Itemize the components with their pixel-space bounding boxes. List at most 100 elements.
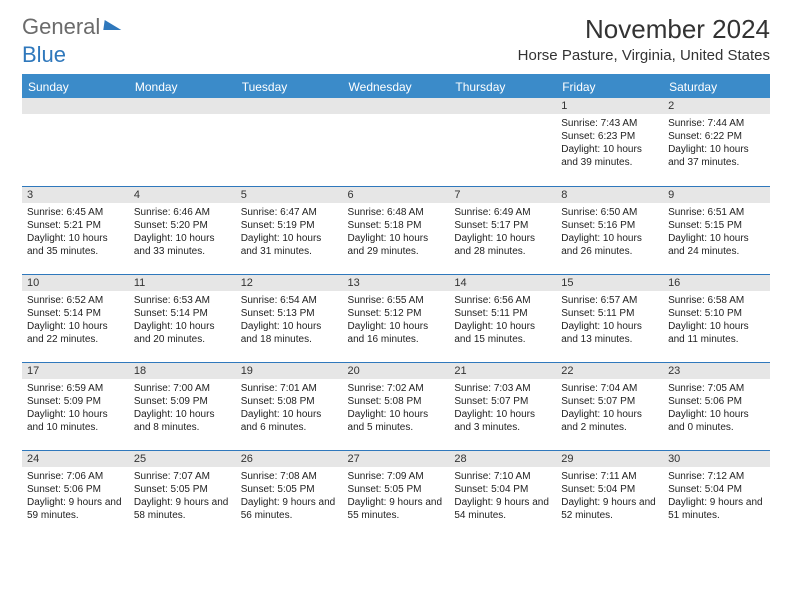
sunset-text: Sunset: 5:06 PM (668, 395, 765, 408)
sunset-text: Sunset: 5:08 PM (241, 395, 338, 408)
sunset-text: Sunset: 5:05 PM (241, 483, 338, 496)
calendar-day-cell: 11Sunrise: 6:53 AMSunset: 5:14 PMDayligh… (129, 274, 236, 362)
calendar-empty-cell (22, 98, 129, 186)
sunset-text: Sunset: 5:07 PM (454, 395, 551, 408)
day-number: 25 (129, 451, 236, 467)
day-details: Sunrise: 7:08 AMSunset: 5:05 PMDaylight:… (236, 467, 343, 524)
day-details: Sunrise: 7:05 AMSunset: 5:06 PMDaylight:… (663, 379, 770, 436)
sunset-text: Sunset: 5:21 PM (27, 219, 124, 232)
daylight-text: Daylight: 9 hours and 54 minutes. (454, 496, 551, 522)
calendar-day-cell: 14Sunrise: 6:56 AMSunset: 5:11 PMDayligh… (449, 274, 556, 362)
day-number: 27 (343, 451, 450, 467)
sunset-text: Sunset: 5:08 PM (348, 395, 445, 408)
day-number: 17 (22, 363, 129, 379)
sunrise-text: Sunrise: 6:46 AM (134, 206, 231, 219)
weekday-header: Monday (129, 75, 236, 98)
day-number-empty (22, 98, 129, 114)
day-number: 4 (129, 187, 236, 203)
calendar-day-cell: 27Sunrise: 7:09 AMSunset: 5:05 PMDayligh… (343, 450, 450, 538)
sunrise-text: Sunrise: 6:48 AM (348, 206, 445, 219)
day-number: 20 (343, 363, 450, 379)
sunset-text: Sunset: 5:04 PM (454, 483, 551, 496)
day-number: 12 (236, 275, 343, 291)
day-details: Sunrise: 7:10 AMSunset: 5:04 PMDaylight:… (449, 467, 556, 524)
sunset-text: Sunset: 5:12 PM (348, 307, 445, 320)
sunset-text: Sunset: 5:06 PM (27, 483, 124, 496)
day-details: Sunrise: 6:55 AMSunset: 5:12 PMDaylight:… (343, 291, 450, 348)
sunrise-text: Sunrise: 6:54 AM (241, 294, 338, 307)
day-number-empty (343, 98, 450, 114)
calendar-day-cell: 10Sunrise: 6:52 AMSunset: 5:14 PMDayligh… (22, 274, 129, 362)
day-details: Sunrise: 6:58 AMSunset: 5:10 PMDaylight:… (663, 291, 770, 348)
day-details: Sunrise: 7:09 AMSunset: 5:05 PMDaylight:… (343, 467, 450, 524)
weekday-header: Saturday (663, 75, 770, 98)
daylight-text: Daylight: 9 hours and 51 minutes. (668, 496, 765, 522)
daylight-text: Daylight: 10 hours and 3 minutes. (454, 408, 551, 434)
day-details: Sunrise: 6:45 AMSunset: 5:21 PMDaylight:… (22, 203, 129, 260)
day-details: Sunrise: 7:02 AMSunset: 5:08 PMDaylight:… (343, 379, 450, 436)
day-number: 8 (556, 187, 663, 203)
sunset-text: Sunset: 5:20 PM (134, 219, 231, 232)
day-details: Sunrise: 6:56 AMSunset: 5:11 PMDaylight:… (449, 291, 556, 348)
calendar-day-cell: 5Sunrise: 6:47 AMSunset: 5:19 PMDaylight… (236, 186, 343, 274)
sunrise-text: Sunrise: 7:43 AM (561, 117, 658, 130)
calendar-day-cell: 17Sunrise: 6:59 AMSunset: 5:09 PMDayligh… (22, 362, 129, 450)
daylight-text: Daylight: 9 hours and 56 minutes. (241, 496, 338, 522)
calendar-body: 1Sunrise: 7:43 AMSunset: 6:23 PMDaylight… (22, 98, 770, 538)
day-details: Sunrise: 6:46 AMSunset: 5:20 PMDaylight:… (129, 203, 236, 260)
sunset-text: Sunset: 5:04 PM (561, 483, 658, 496)
calendar-day-cell: 1Sunrise: 7:43 AMSunset: 6:23 PMDaylight… (556, 98, 663, 186)
day-number: 9 (663, 187, 770, 203)
calendar-day-cell: 19Sunrise: 7:01 AMSunset: 5:08 PMDayligh… (236, 362, 343, 450)
sunrise-text: Sunrise: 7:09 AM (348, 470, 445, 483)
sunrise-text: Sunrise: 7:05 AM (668, 382, 765, 395)
day-details: Sunrise: 6:51 AMSunset: 5:15 PMDaylight:… (663, 203, 770, 260)
sunset-text: Sunset: 5:10 PM (668, 307, 765, 320)
daylight-text: Daylight: 10 hours and 6 minutes. (241, 408, 338, 434)
calendar-week-row: 24Sunrise: 7:06 AMSunset: 5:06 PMDayligh… (22, 450, 770, 538)
sunrise-text: Sunrise: 6:52 AM (27, 294, 124, 307)
daylight-text: Daylight: 9 hours and 59 minutes. (27, 496, 124, 522)
daylight-text: Daylight: 9 hours and 58 minutes. (134, 496, 231, 522)
sunset-text: Sunset: 5:04 PM (668, 483, 765, 496)
calendar-day-cell: 7Sunrise: 6:49 AMSunset: 5:17 PMDaylight… (449, 186, 556, 274)
calendar-day-cell: 6Sunrise: 6:48 AMSunset: 5:18 PMDaylight… (343, 186, 450, 274)
calendar-day-cell: 28Sunrise: 7:10 AMSunset: 5:04 PMDayligh… (449, 450, 556, 538)
sunrise-text: Sunrise: 6:51 AM (668, 206, 765, 219)
day-number: 14 (449, 275, 556, 291)
calendar-week-row: 17Sunrise: 6:59 AMSunset: 5:09 PMDayligh… (22, 362, 770, 450)
sunrise-text: Sunrise: 7:10 AM (454, 470, 551, 483)
day-details: Sunrise: 6:52 AMSunset: 5:14 PMDaylight:… (22, 291, 129, 348)
day-details: Sunrise: 7:44 AMSunset: 6:22 PMDaylight:… (663, 114, 770, 171)
calendar-day-cell: 3Sunrise: 6:45 AMSunset: 5:21 PMDaylight… (22, 186, 129, 274)
daylight-text: Daylight: 10 hours and 13 minutes. (561, 320, 658, 346)
month-title: November 2024 (518, 14, 770, 45)
day-number: 19 (236, 363, 343, 379)
logo-triangle-icon (104, 20, 123, 30)
weekday-header: Friday (556, 75, 663, 98)
sunrise-text: Sunrise: 6:53 AM (134, 294, 231, 307)
sunrise-text: Sunrise: 7:04 AM (561, 382, 658, 395)
calendar-day-cell: 2Sunrise: 7:44 AMSunset: 6:22 PMDaylight… (663, 98, 770, 186)
day-number: 26 (236, 451, 343, 467)
sunset-text: Sunset: 6:22 PM (668, 130, 765, 143)
sunrise-text: Sunrise: 7:11 AM (561, 470, 658, 483)
calendar-day-cell: 13Sunrise: 6:55 AMSunset: 5:12 PMDayligh… (343, 274, 450, 362)
title-block: November 2024 Horse Pasture, Virginia, U… (518, 14, 770, 64)
daylight-text: Daylight: 9 hours and 55 minutes. (348, 496, 445, 522)
day-number-empty (236, 98, 343, 114)
calendar-day-cell: 26Sunrise: 7:08 AMSunset: 5:05 PMDayligh… (236, 450, 343, 538)
daylight-text: Daylight: 10 hours and 2 minutes. (561, 408, 658, 434)
daylight-text: Daylight: 10 hours and 10 minutes. (27, 408, 124, 434)
calendar-empty-cell (129, 98, 236, 186)
sunset-text: Sunset: 5:07 PM (561, 395, 658, 408)
calendar-week-row: 3Sunrise: 6:45 AMSunset: 5:21 PMDaylight… (22, 186, 770, 274)
weekday-header: Thursday (449, 75, 556, 98)
sunset-text: Sunset: 5:16 PM (561, 219, 658, 232)
sunrise-text: Sunrise: 7:12 AM (668, 470, 765, 483)
day-number: 29 (556, 451, 663, 467)
day-number: 6 (343, 187, 450, 203)
calendar-day-cell: 15Sunrise: 6:57 AMSunset: 5:11 PMDayligh… (556, 274, 663, 362)
sunset-text: Sunset: 5:15 PM (668, 219, 765, 232)
calendar-page: General November 2024 Horse Pasture, Vir… (0, 0, 792, 548)
